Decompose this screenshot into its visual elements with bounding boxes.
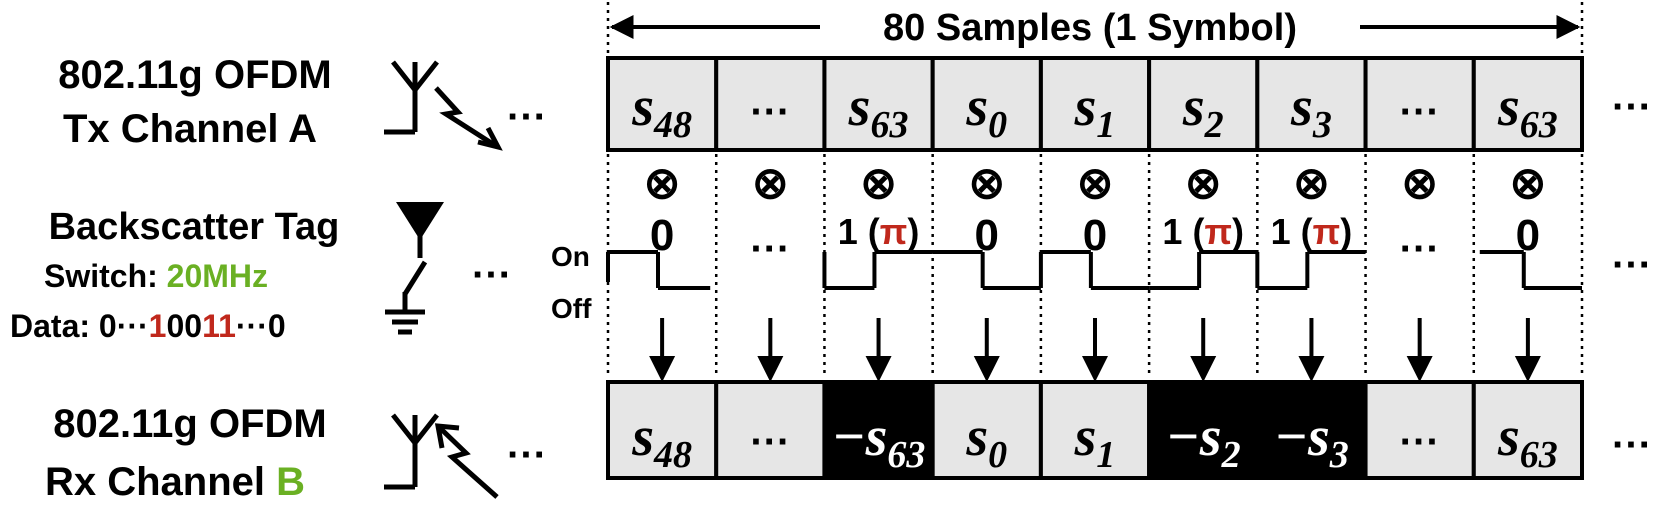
down-arrow-head [1406, 356, 1433, 382]
off-label: Off [551, 293, 592, 324]
rx-label-line1: 802.11g OFDM [53, 402, 326, 446]
tx-sample-cell [822, 56, 935, 152]
tag-title: Backscatter Tag [49, 206, 340, 248]
tx-left-ellipsis: ··· [507, 95, 547, 139]
tx-sample-label: s48 [631, 76, 692, 146]
data-label: Data: 0···10011···0 [10, 308, 286, 344]
tx-sample-label: ··· [750, 90, 790, 134]
samples-header: 80 Samples (1 Symbol) [883, 7, 1297, 49]
multiply-symbol: ⊗ [968, 159, 1005, 208]
down-arrow-head [1514, 356, 1541, 382]
tx-sample-label: s1 [1074, 76, 1116, 146]
phase-label-pi: 1 (π) [1271, 211, 1353, 252]
rx-signal-zigzag-icon [434, 423, 499, 499]
rx-sample-label: s1 [1074, 406, 1116, 476]
rx-sample-cell [1471, 380, 1585, 480]
tag-left-ellipsis: ··· [472, 253, 512, 297]
phase-ellipsis: ··· [750, 227, 790, 271]
rx-sample-cell [930, 380, 1043, 480]
rx-sample-label: −s3 [1274, 406, 1349, 476]
on-label: On [551, 241, 590, 272]
multiply-symbol: ⊗ [1185, 159, 1222, 208]
rx-sample-cell-negated [822, 380, 935, 480]
down-arrow-head [1298, 356, 1325, 382]
tx-sample-label: s2 [1182, 76, 1224, 146]
rx-sample-label: ··· [750, 420, 790, 464]
tx-sample-cell [1363, 56, 1476, 152]
rx-sample-cell [714, 380, 827, 480]
tx-sample-cell [606, 56, 719, 152]
multiply-symbol: ⊗ [1293, 159, 1330, 208]
switch-label: Switch: 20MHz [44, 258, 268, 294]
rx-sample-cell [606, 380, 719, 480]
rx-channel-letter: B [276, 460, 305, 504]
down-arrow-head [865, 356, 892, 382]
phase-label-pi: 1 (π) [838, 211, 920, 252]
backscatter-tag-icon [385, 202, 444, 335]
tag-right-ellipsis: ··· [1612, 243, 1652, 287]
rx-antenna-icon [384, 413, 439, 490]
multiply-symbol: ⊗ [1401, 159, 1438, 208]
tx-sample-cell [1471, 56, 1585, 152]
tx-sample-label: s3 [1290, 76, 1332, 146]
multiply-symbol: ⊗ [860, 159, 897, 208]
tx-sample-label: ··· [1400, 90, 1440, 134]
down-arrow-head [973, 356, 1000, 382]
tx-sample-cell [1255, 56, 1368, 152]
rx-left-ellipsis: ··· [507, 433, 547, 477]
rx-sample-cell [1038, 380, 1152, 480]
rx-sample-label: s63 [1497, 406, 1558, 476]
tx-right-ellipsis: ··· [1612, 85, 1652, 129]
rx-sample-label: s48 [631, 406, 692, 476]
phase-label-pi: 1 (π) [1162, 211, 1244, 252]
down-arrow-head [1082, 356, 1108, 382]
tx-label-line1: 802.11g OFDM [58, 53, 331, 97]
tx-label-line2: Tx Channel A [63, 107, 317, 151]
switch-frequency: 20MHz [167, 258, 268, 294]
multiply-symbol: ⊗ [1509, 159, 1546, 208]
multiply-symbol: ⊗ [752, 159, 789, 208]
rx-sample-label: −s2 [1166, 406, 1241, 476]
multiply-symbol: ⊗ [644, 159, 681, 208]
rx-sample-label: s0 [965, 406, 1007, 476]
rx-sample-label: ··· [1400, 420, 1440, 464]
tx-sample-cell [1147, 56, 1260, 152]
down-arrow-head [649, 356, 676, 382]
tx-sample-label: s0 [965, 76, 1007, 146]
rx-sample-label: −s63 [832, 406, 926, 476]
tx-sample-label: s63 [1497, 76, 1558, 146]
tx-sample-cell [714, 56, 827, 152]
down-arrow-head [1190, 356, 1217, 382]
tx-signal-zigzag-icon [434, 86, 503, 151]
rx-label-line2: Rx Channel B [45, 460, 305, 504]
phase-ellipsis: ··· [1400, 227, 1440, 271]
tx-sample-label: s63 [848, 76, 909, 146]
down-arrow-head [757, 356, 784, 382]
tx-sample-cell [930, 56, 1043, 152]
multiply-symbol: ⊗ [1077, 159, 1114, 208]
tx-antenna-icon [384, 60, 439, 135]
rx-right-ellipsis: ··· [1612, 423, 1652, 467]
